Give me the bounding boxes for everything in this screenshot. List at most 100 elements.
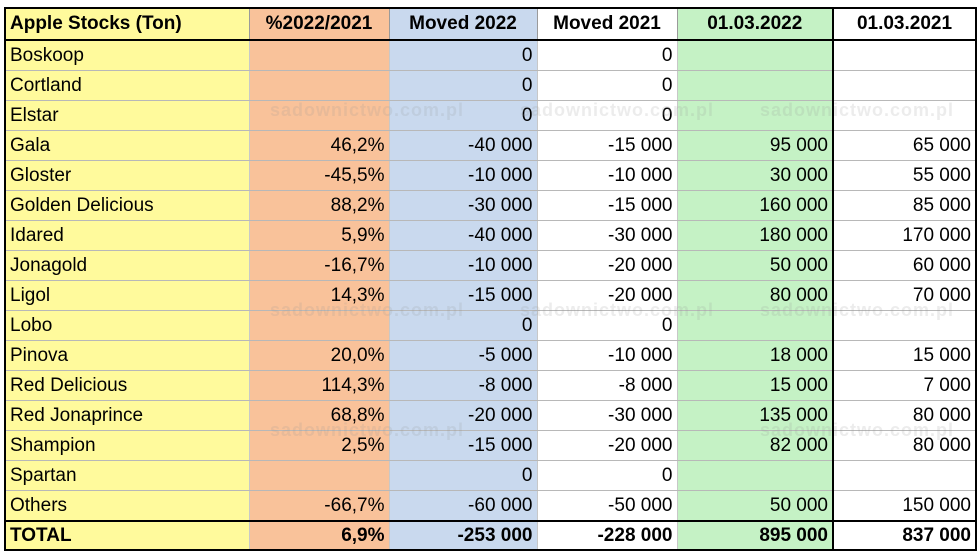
table-cell: Shampion <box>4 430 250 461</box>
table-cell: 55 000 <box>832 160 977 191</box>
table-cell: Pinova <box>4 340 250 371</box>
table-cell: 65 000 <box>832 130 977 161</box>
table-cell <box>248 70 390 101</box>
table-cell: -40 000 <box>388 220 538 251</box>
table-cell: -15 000 <box>536 130 678 161</box>
table-cell: -15 000 <box>388 430 538 461</box>
table-cell: 180 000 <box>676 220 834 251</box>
table-cell: -8 000 <box>536 370 678 401</box>
table-cell: 135 000 <box>676 400 834 431</box>
table-row: Red Delicious 114,3% -8 000 -8 000 15 000 7 0… <box>4 370 977 401</box>
table-cell <box>248 460 390 491</box>
table-cell: -5 000 <box>388 340 538 371</box>
table-cell: 15 000 <box>832 340 977 371</box>
total-cell: 895 000 <box>676 520 834 551</box>
table-cell: Spartan <box>4 460 250 491</box>
table-cell: -16,7% <box>248 250 390 281</box>
table-cell: 85 000 <box>832 190 977 221</box>
table-cell: 7 000 <box>832 370 977 401</box>
table-cell: 0 <box>388 70 538 101</box>
table-cell <box>676 39 834 71</box>
table-cell: 5,9% <box>248 220 390 251</box>
table-cell: 0 <box>536 100 678 131</box>
table-cell: -60 000 <box>388 490 538 522</box>
table-cell: -30 000 <box>388 190 538 221</box>
table-cell: 82 000 <box>676 430 834 461</box>
table-cell: -20 000 <box>536 430 678 461</box>
table-cell: 80 000 <box>832 400 977 431</box>
table-row: Shampion 2,5% -15 000 -20 000 82 000 80 000 <box>4 430 977 461</box>
table-row: Lobo 0 0 <box>4 310 977 341</box>
table-cell <box>248 100 390 131</box>
table-cell: 80 000 <box>676 280 834 311</box>
table-cell <box>676 460 834 491</box>
change-percent-header: %2022/2021 <box>248 7 390 41</box>
table-row: Boskoop 0 0 <box>4 39 977 71</box>
table-cell: Idared <box>4 220 250 251</box>
table-row: Gloster -45,5% -10 000 -10 000 30 000 55 000 <box>4 160 977 191</box>
table-cell: Elstar <box>4 100 250 131</box>
table-row: Elstar 0 0 <box>4 100 977 131</box>
table-cell: 95 000 <box>676 130 834 161</box>
table-cell: 150 000 <box>832 490 977 522</box>
table-cell: Golden Delicious <box>4 190 250 221</box>
table-cell: Red Delicious <box>4 370 250 401</box>
table-row: Others -66,7% -60 000 -50 000 50 000 150 000 <box>4 490 977 522</box>
table-cell: 50 000 <box>676 250 834 281</box>
table-cell: 60 000 <box>832 250 977 281</box>
table-cell: -20 000 <box>536 280 678 311</box>
table-cell: -15 000 <box>388 280 538 311</box>
total-cell: -228 000 <box>536 520 678 551</box>
table-cell <box>832 460 977 491</box>
total-cell: -253 000 <box>388 520 538 551</box>
table-cell <box>676 100 834 131</box>
table-cell: -30 000 <box>536 400 678 431</box>
table-cell: Jonagold <box>4 250 250 281</box>
table-row: Cortland 0 0 <box>4 70 977 101</box>
apple-stocks-table-container: Apple Stocks (Ton) %2022/2021 Moved 2022 Mo… <box>4 7 977 551</box>
table-cell: -30 000 <box>536 220 678 251</box>
table-cell: -45,5% <box>248 160 390 191</box>
table-cell <box>248 39 390 71</box>
table-cell: 170 000 <box>832 220 977 251</box>
table-cell: Others <box>4 490 250 522</box>
table-row: Red Jonaprince 68,8% -20 000 -30 000 135 000… <box>4 400 977 431</box>
stock-2022-header: 01.03.2022 <box>676 7 834 41</box>
table-cell: -10 000 <box>388 250 538 281</box>
table-cell: 15 000 <box>676 370 834 401</box>
variety-header: Apple Stocks (Ton) <box>4 7 250 41</box>
table-cell <box>676 70 834 101</box>
total-cell: 837 000 <box>832 520 977 551</box>
table-cell: 0 <box>536 460 678 491</box>
table-cell: -15 000 <box>536 190 678 221</box>
table-cell: Gala <box>4 130 250 161</box>
table-cell <box>832 70 977 101</box>
table-row: Idared 5,9% -40 000 -30 000 180 000 170 000 <box>4 220 977 251</box>
table-cell <box>676 310 834 341</box>
table-cell: 46,2% <box>248 130 390 161</box>
table-cell: Gloster <box>4 160 250 191</box>
table-cell: 68,8% <box>248 400 390 431</box>
table-cell: 50 000 <box>676 490 834 522</box>
table-cell: -40 000 <box>388 130 538 161</box>
table-row: Golden Delicious 88,2% -30 000 -15 000 160 0… <box>4 190 977 221</box>
total-cell: TOTAL <box>4 520 250 551</box>
table-cell: 114,3% <box>248 370 390 401</box>
table-cell: 0 <box>388 39 538 71</box>
table-cell: 0 <box>388 310 538 341</box>
table-cell: -10 000 <box>536 160 678 191</box>
stock-2021-header: 01.03.2021 <box>832 7 977 41</box>
table-cell: 160 000 <box>676 190 834 221</box>
table-cell: Red Jonaprince <box>4 400 250 431</box>
total-cell: 6,9% <box>248 520 390 551</box>
table-cell: -8 000 <box>388 370 538 401</box>
header-row: Apple Stocks (Ton) %2022/2021 Moved 2022 Mo… <box>4 7 977 41</box>
table-cell: 0 <box>388 460 538 491</box>
table-cell: -20 000 <box>388 400 538 431</box>
table-cell <box>832 100 977 131</box>
table-cell: 0 <box>536 310 678 341</box>
table-cell <box>248 310 390 341</box>
table-cell: 0 <box>388 100 538 131</box>
table-cell: Cortland <box>4 70 250 101</box>
table-cell: 0 <box>536 39 678 71</box>
